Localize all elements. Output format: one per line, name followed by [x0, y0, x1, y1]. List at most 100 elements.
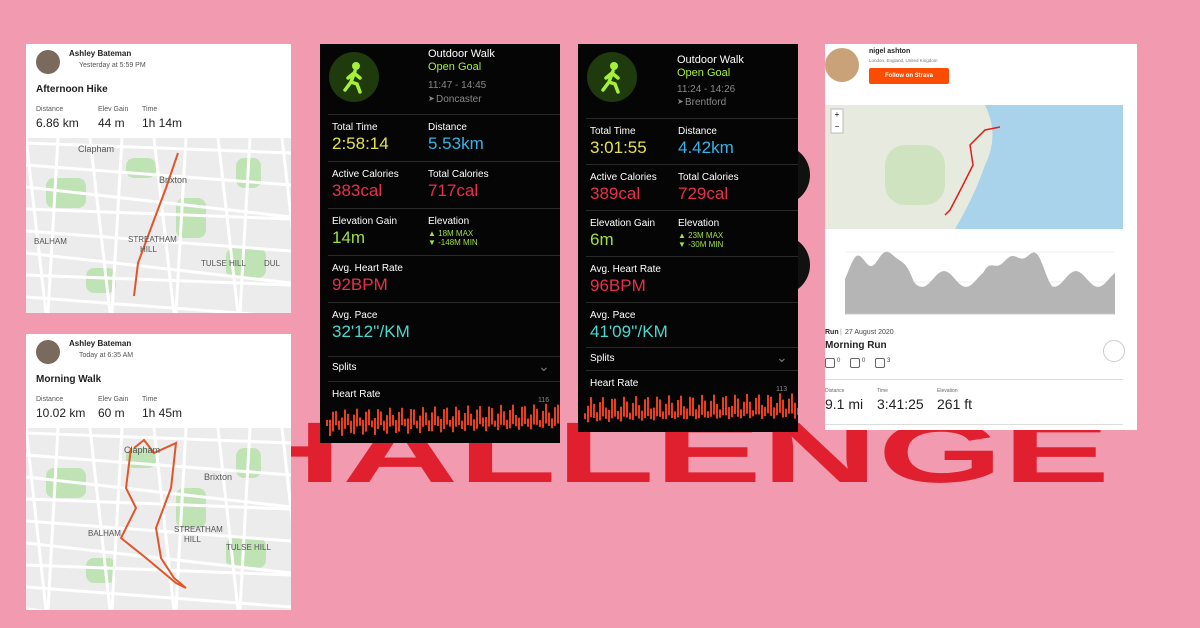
road: [26, 431, 291, 445]
hr-bar: [725, 395, 727, 416]
hr-bar: [491, 408, 493, 425]
icon: [825, 358, 835, 368]
hr-bar: [758, 394, 760, 415]
hr-bar: [368, 409, 370, 426]
workout-location: Doncaster: [436, 94, 482, 105]
stat-value: 1h 14m: [142, 116, 183, 130]
hr-bar: [701, 394, 703, 415]
hr-bar: [674, 411, 676, 419]
hr-bar: [605, 407, 607, 419]
hr-bar: [500, 404, 502, 425]
divider: [586, 302, 798, 303]
hr-bar: [677, 399, 679, 418]
hr-bar: [785, 408, 787, 417]
splits-label: Splits: [332, 362, 357, 373]
metric-label: Active Calories: [332, 169, 399, 180]
icon: [850, 358, 860, 368]
elevation-chart: [825, 242, 1123, 324]
hr-bar: [695, 409, 697, 420]
road: [110, 138, 124, 313]
hr-bar: [383, 420, 385, 431]
walk-figure: [601, 62, 620, 94]
activity-card: Ashley Bateman Yesterday at 5:59 PM Aftern…: [26, 44, 291, 313]
stat-value: 3:41:25: [877, 396, 924, 412]
hr-bar: [332, 411, 334, 432]
metric-label: Total Calories: [428, 169, 489, 180]
hr-bar: [629, 412, 631, 420]
road: [216, 138, 240, 313]
road: [216, 428, 240, 610]
stat-label: Time: [877, 388, 888, 394]
hr-bar: [608, 409, 610, 423]
hr-bar: [620, 406, 622, 422]
metric-value: 3:01:55: [590, 138, 647, 157]
run-title: Morning Run: [825, 340, 887, 351]
hr-bar: [524, 406, 526, 425]
map-label: HILL: [184, 535, 201, 544]
athlete-name: nigel ashton: [869, 48, 911, 55]
stat-label: Elevation: [937, 388, 958, 394]
splits-label: Splits: [590, 353, 615, 364]
divider: [586, 210, 798, 211]
divider: [586, 347, 798, 348]
road: [238, 428, 252, 610]
workout-card: Outdoor Walk Open Goal 11:47 - 14:45 Doncas…: [320, 44, 560, 443]
heart-rate-chart: [584, 393, 798, 423]
stat-value: 1h 45m: [142, 406, 183, 420]
hr-bar: [362, 419, 364, 435]
metric-label: Elevation Gain: [332, 216, 398, 227]
metric-label: Total Time: [332, 122, 378, 133]
hr-bar: [326, 420, 328, 426]
divider: [328, 381, 560, 382]
activity-title: Afternoon Hike: [36, 84, 108, 95]
chart-max: 116: [538, 397, 550, 404]
hr-bar: [467, 405, 469, 426]
hr-bar: [542, 410, 544, 428]
hr-bar: [623, 396, 625, 417]
hr-bar: [347, 413, 349, 426]
follow-button[interactable]: Follow on Strava: [869, 68, 949, 84]
hr-bar: [443, 409, 445, 429]
hr-bar: [662, 411, 664, 419]
hr-bar: [437, 416, 439, 427]
road: [174, 428, 188, 610]
road: [152, 138, 176, 313]
hr-bar: [683, 406, 685, 420]
hr-bar: [557, 404, 559, 424]
road: [26, 541, 291, 575]
hr-bar: [734, 394, 736, 415]
hr-bar: [665, 403, 667, 420]
metric-value: 4.42km: [678, 138, 734, 157]
hr-bar: [452, 416, 454, 433]
hr-bar: [446, 407, 448, 425]
hr-bar: [635, 396, 637, 416]
elevation-max: ▲ 23M MAX: [678, 231, 724, 240]
map-label: BALHAM: [88, 529, 121, 538]
map-label: STREATHAM: [174, 525, 223, 534]
divider: [825, 379, 1123, 380]
hr-bar: [611, 398, 613, 419]
hr-bar: [479, 406, 481, 425]
hr-bar: [458, 410, 460, 425]
hr-bar: [371, 420, 373, 428]
hr-bar: [671, 402, 673, 419]
hr-bar: [776, 402, 778, 416]
hr-bar: [470, 413, 472, 426]
road: [26, 519, 291, 543]
hr-bar: [638, 405, 640, 419]
hr-bar: [401, 407, 403, 426]
hr-bar: [440, 418, 442, 433]
hr-bar: [755, 397, 757, 415]
road: [26, 428, 48, 610]
hr-bar: [749, 401, 751, 419]
hr-bar: [512, 404, 514, 424]
hr-bar: [335, 411, 337, 426]
stat-value: 6.86 km: [36, 116, 79, 130]
route: [119, 438, 187, 589]
stat-value: 9.1 mi: [825, 396, 864, 412]
activity-time: Yesterday at 5:59 PM: [79, 62, 146, 69]
divider: [586, 256, 798, 257]
hr-bar: [386, 415, 388, 434]
hr-bar: [704, 400, 706, 418]
